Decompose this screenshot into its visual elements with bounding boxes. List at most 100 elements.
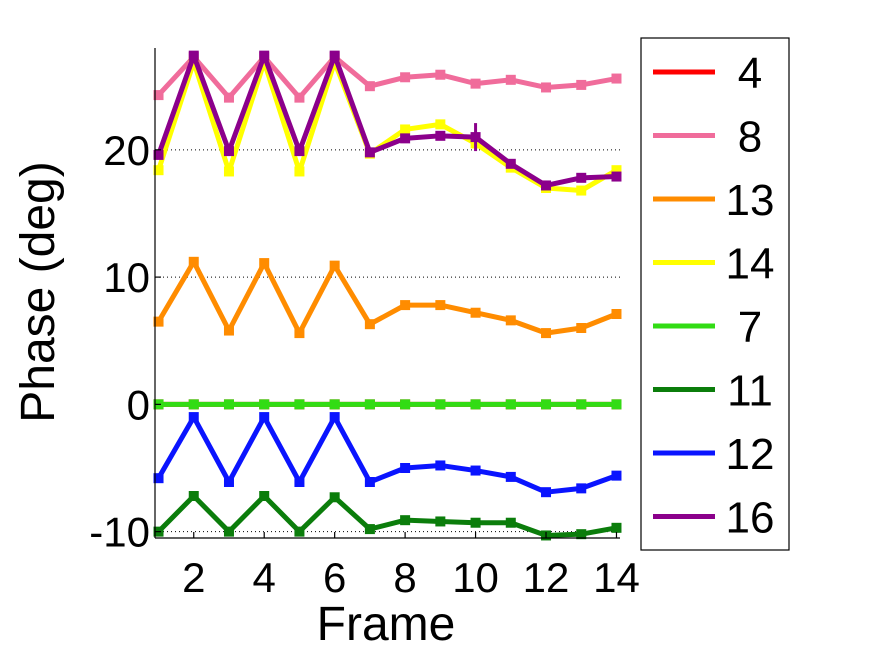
data-point [294, 166, 305, 177]
data-point [435, 119, 446, 130]
data-point [294, 146, 305, 157]
data-point [259, 258, 270, 269]
data-point [153, 90, 164, 101]
series-7 [153, 399, 622, 410]
data-point [400, 463, 411, 473]
data-point [329, 492, 340, 503]
data-point [435, 130, 446, 141]
legend-item-16: 16 [653, 494, 774, 543]
data-point [435, 399, 446, 410]
data-point [435, 516, 446, 527]
legend-item-7: 7 [653, 303, 762, 352]
legend-item-13: 13 [653, 176, 774, 225]
data-point [435, 460, 446, 471]
data-point [153, 149, 164, 160]
x-axis-label: Frame [317, 598, 456, 651]
y-axis-label: Phase (deg) [12, 161, 65, 423]
data-point [400, 124, 411, 135]
data-point [470, 517, 481, 528]
data-point [541, 82, 552, 93]
data-point [576, 185, 587, 196]
series-12 [153, 412, 622, 498]
x-tick-label: 12 [523, 554, 570, 601]
legend-item-4: 4 [653, 49, 762, 98]
data-point [329, 412, 340, 423]
x-tick-label: 10 [452, 554, 499, 601]
x-tick-label: 4 [253, 554, 276, 601]
legend-label: 8 [738, 113, 762, 162]
data-point [611, 399, 622, 410]
series-13 [153, 256, 622, 339]
data-point [259, 491, 270, 501]
data-point [576, 483, 587, 494]
axes: -10 0 10 20 2 4 6 8 10 12 14 [89, 48, 640, 601]
data-point [576, 79, 587, 90]
data-point [576, 399, 587, 410]
data-point [188, 399, 199, 410]
data-point [223, 325, 234, 336]
y-tick-label: -10 [89, 509, 150, 556]
legend-item-14: 14 [653, 240, 774, 289]
data-point [188, 256, 199, 267]
data-point [505, 517, 516, 528]
legend-label: 16 [726, 494, 775, 543]
data-point [294, 477, 305, 487]
data-point [400, 515, 411, 526]
data-point [223, 166, 234, 177]
data-point [611, 165, 622, 176]
data-point [505, 471, 516, 482]
data-point [153, 165, 164, 176]
data-point [259, 412, 270, 423]
x-tick-label: 8 [393, 554, 416, 601]
data-point [223, 526, 234, 537]
data-point [259, 50, 270, 61]
data-point [223, 477, 234, 487]
data-point [611, 171, 622, 182]
x-tick-label: 14 [593, 554, 640, 601]
data-point [188, 412, 199, 423]
data-point [294, 526, 305, 537]
data-point [470, 465, 481, 476]
y-tick-label: 20 [103, 127, 150, 174]
data-point [259, 399, 270, 410]
data-point [364, 81, 375, 92]
series-line [156, 414, 618, 495]
y-tick-label: 10 [103, 254, 150, 301]
data-point [470, 78, 481, 89]
data-point [611, 309, 622, 319]
data-point [505, 74, 516, 85]
legend-label: 4 [738, 49, 762, 98]
legend-item-12: 12 [653, 430, 774, 479]
data-point [364, 147, 375, 158]
data-point [294, 399, 305, 410]
legend-label: 11 [727, 367, 773, 416]
x-tick-label: 2 [182, 554, 205, 601]
data-point [400, 399, 411, 410]
data-point [329, 50, 340, 61]
data-point [329, 260, 340, 271]
series-line [156, 259, 618, 336]
data-point [364, 399, 375, 410]
data-point [294, 92, 305, 103]
data-point [505, 399, 516, 410]
data-point [223, 92, 234, 103]
data-point [611, 73, 622, 84]
series-line [156, 53, 617, 188]
data-point [364, 319, 375, 330]
data-point [364, 477, 375, 487]
data-point [541, 180, 552, 191]
data-point [541, 399, 552, 410]
data-point [329, 399, 340, 410]
data-point [470, 307, 481, 318]
data-point [576, 172, 587, 183]
series-16 [153, 50, 622, 191]
data-point [576, 529, 587, 540]
data-point [435, 300, 446, 311]
data-point [188, 491, 199, 501]
legend-box [640, 37, 790, 551]
legend-item-8: 8 [653, 113, 762, 162]
data-point [435, 69, 446, 80]
data-point [153, 316, 164, 327]
legend-label: 12 [726, 430, 775, 479]
